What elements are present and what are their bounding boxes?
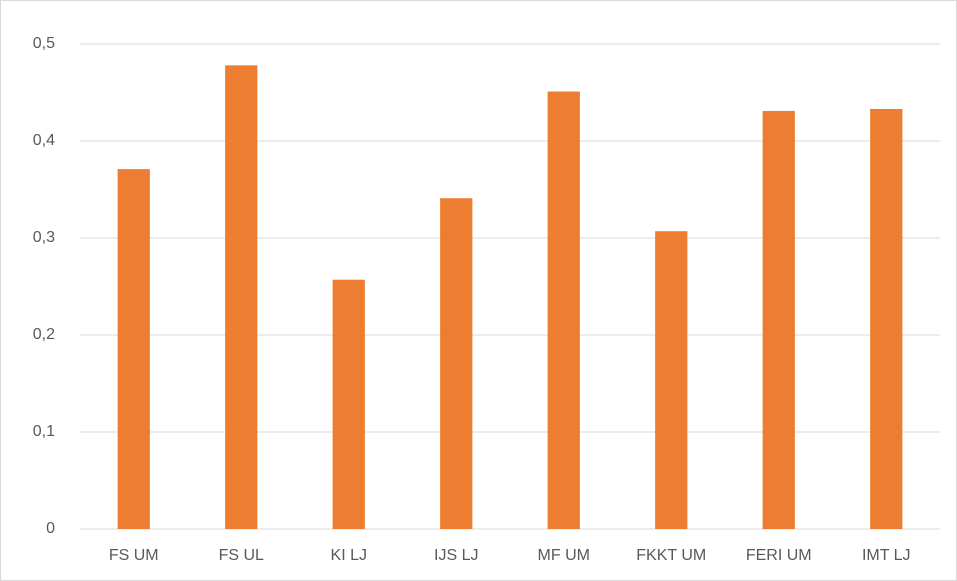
y-tick-label: 0 [46, 520, 55, 537]
x-tick-label: FS UL [219, 547, 264, 564]
bar [762, 110, 795, 530]
bar [547, 91, 580, 529]
x-tick-label: IMT LJ [862, 547, 911, 564]
y-tick-label: 0,2 [33, 326, 55, 343]
x-tick-label: FS UM [109, 547, 159, 564]
bar [440, 198, 473, 530]
x-tick-label: FERI UM [746, 547, 812, 564]
y-tick-label: 0,1 [33, 423, 55, 440]
x-tick-label: MF UM [538, 547, 590, 564]
x-tick-label: IJS LJ [434, 547, 478, 564]
x-tick-label: KI LJ [331, 547, 367, 564]
bar [655, 231, 688, 529]
bar [332, 279, 365, 529]
bar [870, 108, 903, 530]
bar [225, 65, 258, 529]
y-tick-label: 0,3 [33, 229, 55, 246]
bar [117, 169, 150, 529]
y-tick-label: 0,5 [33, 35, 55, 52]
y-tick-label: 0,4 [33, 132, 55, 149]
x-tick-label: FKKT UM [636, 547, 706, 564]
